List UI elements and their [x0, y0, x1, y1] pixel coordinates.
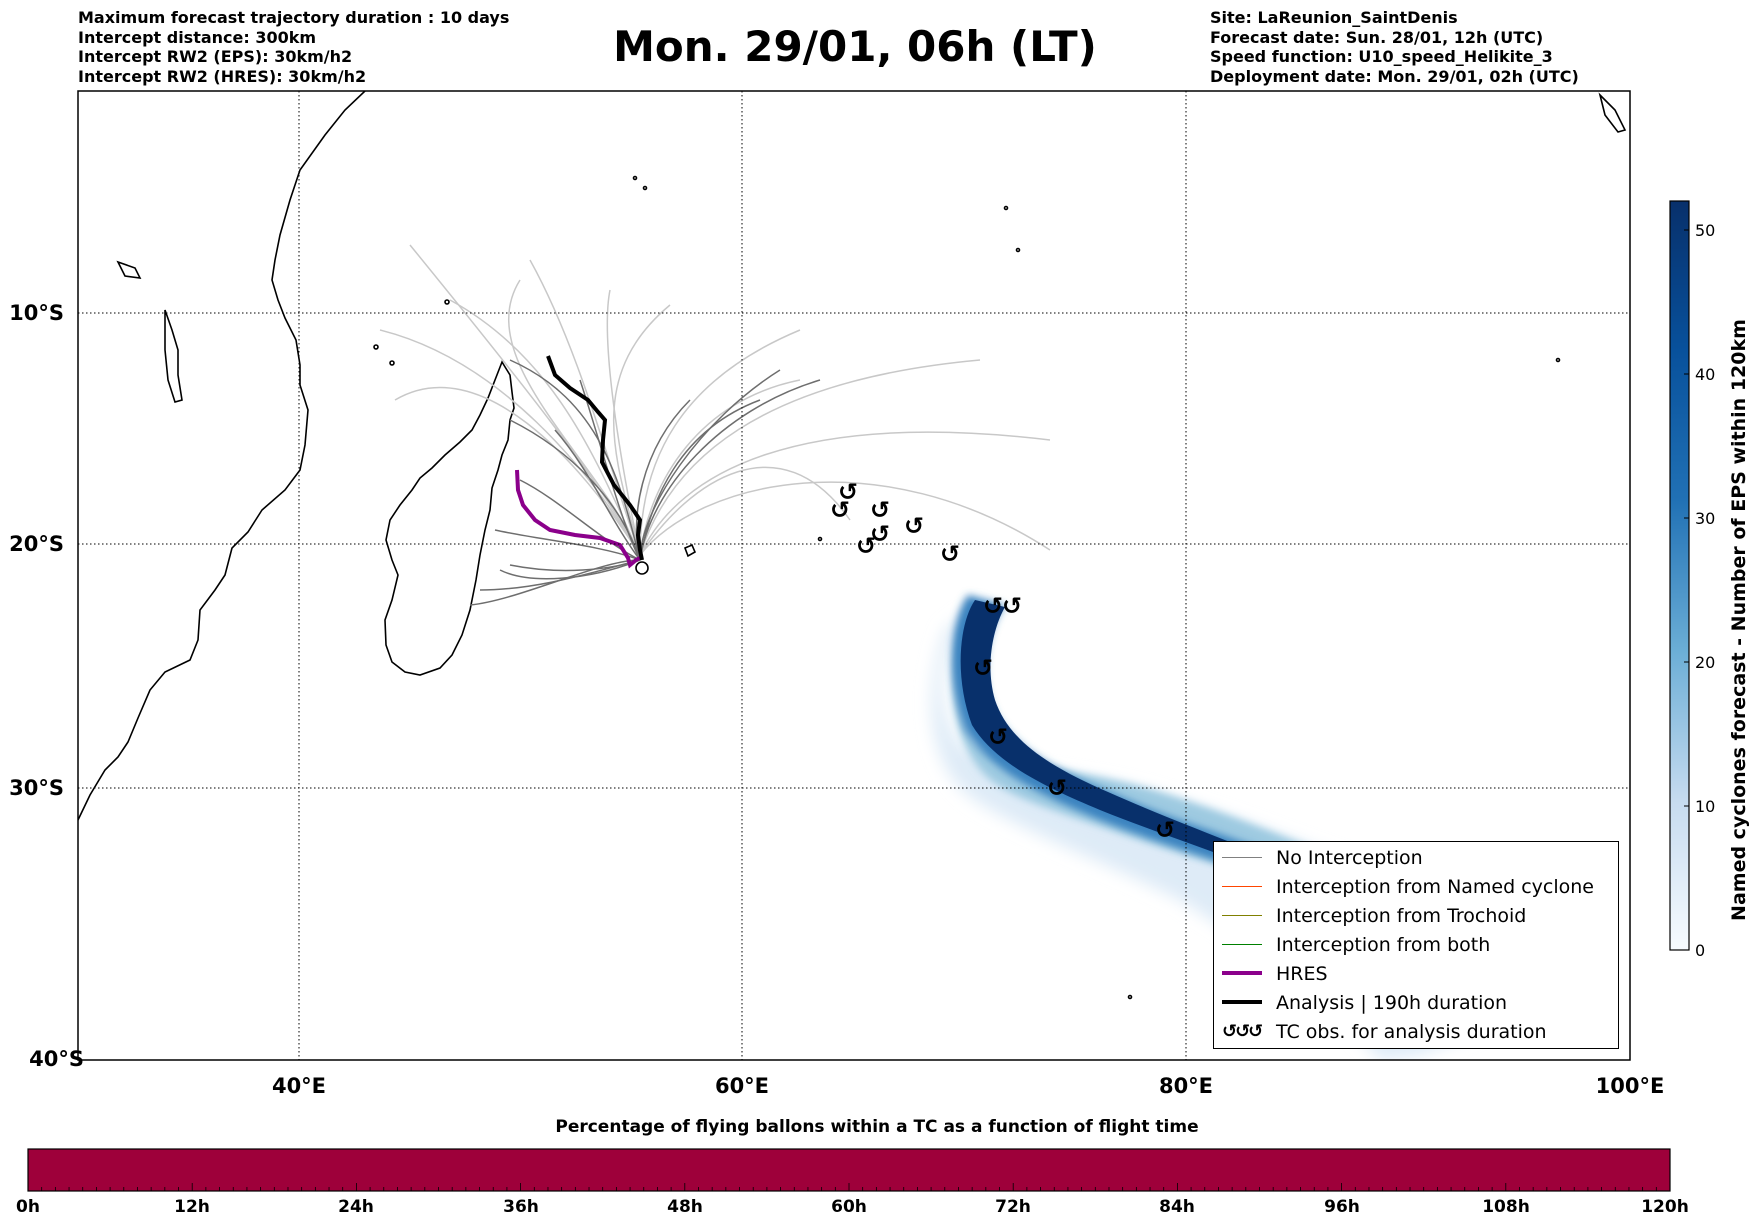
lat-label: 20°S [9, 532, 64, 556]
flight-time-tick: 60h [831, 1197, 867, 1217]
line-swatch [1222, 1000, 1262, 1004]
flight-time-tick: 12h [174, 1197, 210, 1217]
svg-text:↺: ↺ [904, 512, 924, 540]
line-swatch [1222, 857, 1262, 858]
flight-time-tick: 120h [1641, 1197, 1689, 1217]
flight-time-tick: 96h [1324, 1197, 1360, 1217]
lon-label: 100°E [1596, 1074, 1665, 1098]
legend-label: Interception from Trochoid [1276, 905, 1527, 927]
cyclone-symbol-icon: ↺↺↺ [1222, 1021, 1263, 1042]
flight-time-tick: 48h [667, 1197, 703, 1217]
svg-text:↺: ↺ [870, 496, 890, 524]
site-line: Speed function: U10_speed_Helikite_3 [1210, 47, 1553, 66]
colorbar-tick: 10 [1695, 797, 1715, 816]
line-swatch [1222, 915, 1262, 916]
legend-label: Analysis | 190h duration [1276, 992, 1508, 1014]
flight-time-colorbar: 0h 12h 24h 36h 48h 60h 72h 84h 96h 108h … [16, 1148, 1689, 1217]
site-line: Site: LaReunion_SaintDenis [1210, 8, 1458, 27]
flight-time-tick: 72h [995, 1197, 1031, 1217]
svg-text:↺: ↺ [988, 723, 1008, 751]
colorbar-tick: 30 [1695, 509, 1715, 528]
svg-text:↺: ↺ [1002, 592, 1022, 620]
site-line: Forecast date: Sun. 28/01, 12h (UTC) [1210, 27, 1544, 47]
flight-time-tick: 0h [16, 1197, 40, 1217]
svg-text:↺: ↺ [856, 532, 876, 560]
lat-label: 40°S [29, 1047, 84, 1071]
svg-text:↺: ↺ [1047, 774, 1067, 802]
colorbar-tick: 50 [1695, 221, 1715, 240]
param-line: Intercept RW2 (EPS): 30km/h2 [78, 47, 353, 66]
flight-time-colorbar-title: Percentage of flying ballons within a TC… [555, 1117, 1199, 1137]
lat-label: 10°S [9, 301, 64, 325]
site-line: Deployment date: Mon. 29/01, 02h (UTC) [1210, 66, 1579, 86]
flight-time-tick: 36h [503, 1197, 539, 1217]
map-frame [77, 90, 1631, 1061]
colorbar-gradient [1669, 200, 1690, 951]
svg-text:↺: ↺ [973, 654, 993, 682]
line-swatch [1222, 886, 1262, 887]
site-info: Site: LaReunion_SaintDenis Forecast date… [1210, 8, 1579, 86]
page-title: Mon. 29/01, 06h (LT) [613, 22, 1097, 71]
colorbar-tick: 0 [1695, 941, 1705, 960]
lat-label: 30°S [9, 776, 64, 800]
lon-label: 40°E [272, 1074, 326, 1098]
colorbar-tick: 40 [1695, 365, 1715, 384]
flight-time-tick: 24h [338, 1197, 374, 1217]
forecast-parameters: Maximum forecast trajectory duration : 1… [78, 8, 509, 86]
line-swatch [1222, 944, 1262, 945]
svg-text:↺: ↺ [838, 478, 858, 506]
svg-text:↺: ↺ [870, 520, 890, 548]
svg-text:↺: ↺ [830, 496, 850, 524]
legend-label: No Interception [1276, 847, 1423, 869]
param-line: Intercept RW2 (HRES): 30km/h2 [78, 66, 367, 86]
line-swatch [1222, 971, 1262, 975]
legend-label: Interception from both [1276, 934, 1491, 956]
legend-label: Interception from Named cyclone [1276, 876, 1594, 898]
map-gridlines [78, 91, 1630, 1060]
param-line: Intercept distance: 300km [78, 27, 317, 47]
density-colorbar: 0 10 20 30 40 50 Named cyclones forecast… [1669, 200, 1750, 960]
flight-time-tick: 108h [1482, 1197, 1530, 1217]
svg-text:↺: ↺ [1155, 816, 1175, 844]
lon-label: 80°E [1159, 1074, 1213, 1098]
hres-trajectory [515, 469, 641, 569]
lon-label: 60°E [715, 1074, 769, 1098]
tc-observation-symbols: ↺↺ ↺↺ ↺↺ ↺↺ ↺↺ ↺↺ ↺ [830, 478, 1175, 844]
svg-text:↺: ↺ [983, 592, 1003, 620]
analysis-trajectory [546, 355, 644, 561]
svg-text:↺: ↺ [940, 540, 960, 568]
coastlines [78, 91, 1627, 1000]
legend-label: TC obs. for analysis duration [1276, 1021, 1547, 1043]
param-line: Maximum forecast trajectory duration : 1… [78, 8, 510, 27]
flight-time-tick: 84h [1159, 1197, 1195, 1217]
colorbar-tick: 20 [1695, 653, 1715, 672]
map-legend: No Interception Interception from Named … [1213, 841, 1619, 1049]
colorbar-label: Named cyclones forecast - Number of EPS … [1728, 319, 1750, 921]
legend-label: HRES [1276, 963, 1328, 985]
